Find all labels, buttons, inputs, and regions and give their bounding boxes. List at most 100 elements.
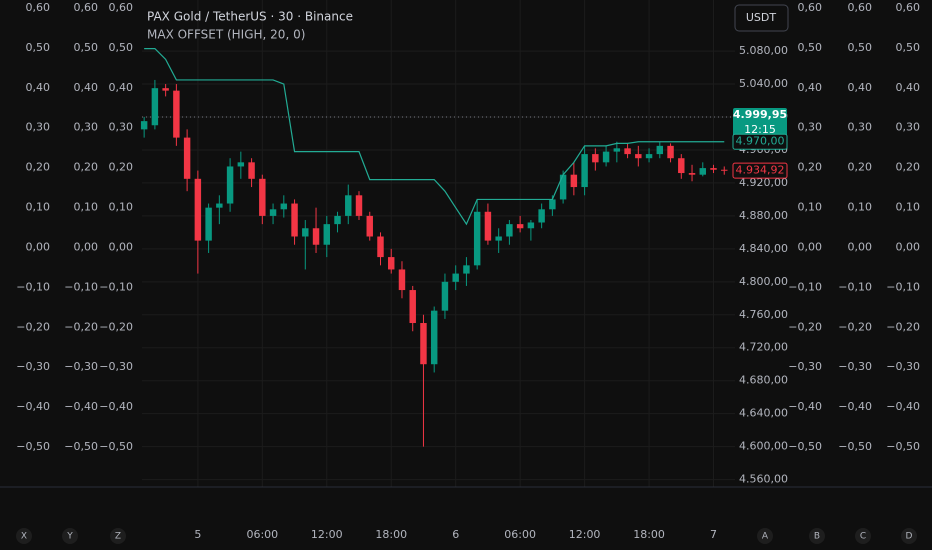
reference-price-label: 4.999,95 xyxy=(733,108,787,121)
side-scale-label: −0,30 xyxy=(886,360,920,373)
side-scale-label: −0,10 xyxy=(64,280,98,293)
x-tick-label: 12:00 xyxy=(311,528,343,541)
candle-body xyxy=(506,224,513,237)
candle-body xyxy=(430,310,438,365)
x-tick-label: 18:00 xyxy=(633,528,665,541)
side-scale-label: 0,10 xyxy=(848,201,873,214)
side-scale-label: 0,00 xyxy=(798,240,823,253)
x-tick-label: 12:00 xyxy=(569,528,601,541)
side-scale-label: 0,00 xyxy=(848,240,873,253)
side-scale-label: 0,40 xyxy=(26,81,51,94)
scale-badge xyxy=(16,528,32,544)
candle-body xyxy=(302,228,309,237)
scale-name: A xyxy=(762,532,769,542)
side-scale-label: −0,40 xyxy=(99,400,133,413)
side-scale-label: −0,30 xyxy=(788,360,822,373)
side-scale-label: −0,40 xyxy=(886,400,920,413)
candle-body xyxy=(162,88,169,91)
side-scale-label: 0,10 xyxy=(798,201,823,214)
y-tick-label: 4.680,00 xyxy=(739,374,788,387)
candle-body xyxy=(398,269,406,291)
side-scale-label: −0,10 xyxy=(788,280,822,293)
x-tick-label: 5 xyxy=(194,528,201,541)
candle-body xyxy=(667,145,674,159)
candle-body xyxy=(613,148,621,152)
candle-body xyxy=(226,166,234,204)
candle-body xyxy=(323,224,330,245)
candle-body xyxy=(688,173,696,175)
button-frame[interactable] xyxy=(734,4,789,32)
x-tick-label: 6 xyxy=(452,528,459,541)
candle-body xyxy=(259,178,266,216)
side-scale-label: 0,40 xyxy=(109,81,134,94)
candle-body xyxy=(495,236,502,241)
candle-body xyxy=(280,203,288,210)
candle-body xyxy=(592,154,599,163)
grid xyxy=(142,0,735,487)
candle-body xyxy=(409,290,416,324)
candle-body xyxy=(140,121,148,130)
candle-body xyxy=(645,154,653,159)
candle-body xyxy=(441,281,449,311)
indicator-label: MAX OFFSET (HIGH, 20, 0) xyxy=(147,28,305,42)
side-scale-label: −0,40 xyxy=(64,400,98,413)
side-scale-label: 0,20 xyxy=(798,161,823,174)
side-scale-label: 0,40 xyxy=(848,81,873,94)
scale-name: C xyxy=(860,532,866,542)
candle-body xyxy=(538,209,545,223)
candle-body xyxy=(366,215,373,237)
candle-body xyxy=(484,211,492,241)
y-tick-label: 4.720,00 xyxy=(739,341,788,354)
candle-body xyxy=(334,215,341,225)
currency-button[interactable]: USDT xyxy=(734,4,789,32)
side-scale-label: −0,40 xyxy=(838,400,872,413)
side-scale-label: −0,50 xyxy=(64,440,98,453)
candle-body xyxy=(570,174,578,188)
candle-body xyxy=(656,145,664,155)
side-scale-label: −0,20 xyxy=(886,320,920,333)
side-scale-label: 0,00 xyxy=(109,240,134,253)
scale-name: B xyxy=(814,532,820,542)
side-scale-label: −0,20 xyxy=(64,320,98,333)
scale-name: X xyxy=(21,532,27,542)
side-scale-label: 0,60 xyxy=(798,1,823,14)
candle-body xyxy=(699,168,706,175)
candle-body xyxy=(291,203,298,237)
side-scale-label: 0,60 xyxy=(848,1,873,14)
side-scale-label: 0,10 xyxy=(74,201,99,214)
scale-badge xyxy=(901,528,917,544)
candle-body xyxy=(173,90,180,138)
candle-body xyxy=(312,228,320,245)
side-scale-label: 0,10 xyxy=(26,201,51,214)
side-scale-label: 0,10 xyxy=(896,201,921,214)
scale-badge xyxy=(855,528,871,544)
side-scale-label: −0,30 xyxy=(99,360,133,373)
indicator-price-label: 4.970,00 xyxy=(736,135,785,148)
side-scale-label: 0,40 xyxy=(896,81,921,94)
scale-badge xyxy=(757,528,773,544)
last-price-box xyxy=(732,162,788,179)
side-scale-label: −0,40 xyxy=(788,400,822,413)
x-tick-label: 18:00 xyxy=(375,528,407,541)
side-scale-label: 0,30 xyxy=(26,121,51,134)
y-tick-label: 5.080,00 xyxy=(739,44,788,57)
side-scale-label: −0,20 xyxy=(838,320,872,333)
side-scale-label: −0,50 xyxy=(16,440,50,453)
chart-title: PAX Gold / TetherUS · 30 · Binance xyxy=(147,10,353,24)
side-scale-label: 0,30 xyxy=(109,121,134,134)
side-scale-label: −0,10 xyxy=(886,280,920,293)
candle-body xyxy=(248,162,255,179)
side-scale-label: 0,30 xyxy=(798,121,823,134)
side-scale-label: −0,50 xyxy=(99,440,133,453)
button-label[interactable]: USDT xyxy=(746,11,777,24)
side-scale-label: 0,60 xyxy=(74,1,99,14)
side-scale-label: −0,20 xyxy=(99,320,133,333)
y-tick-label: 4.840,00 xyxy=(739,242,788,255)
side-scale-label: 0,40 xyxy=(798,81,823,94)
candle-body xyxy=(355,195,363,216)
candle-body xyxy=(205,207,212,241)
side-scale-label: 0,60 xyxy=(26,1,51,14)
candle-body xyxy=(183,137,191,179)
y-tick-label: 4.760,00 xyxy=(739,308,788,321)
